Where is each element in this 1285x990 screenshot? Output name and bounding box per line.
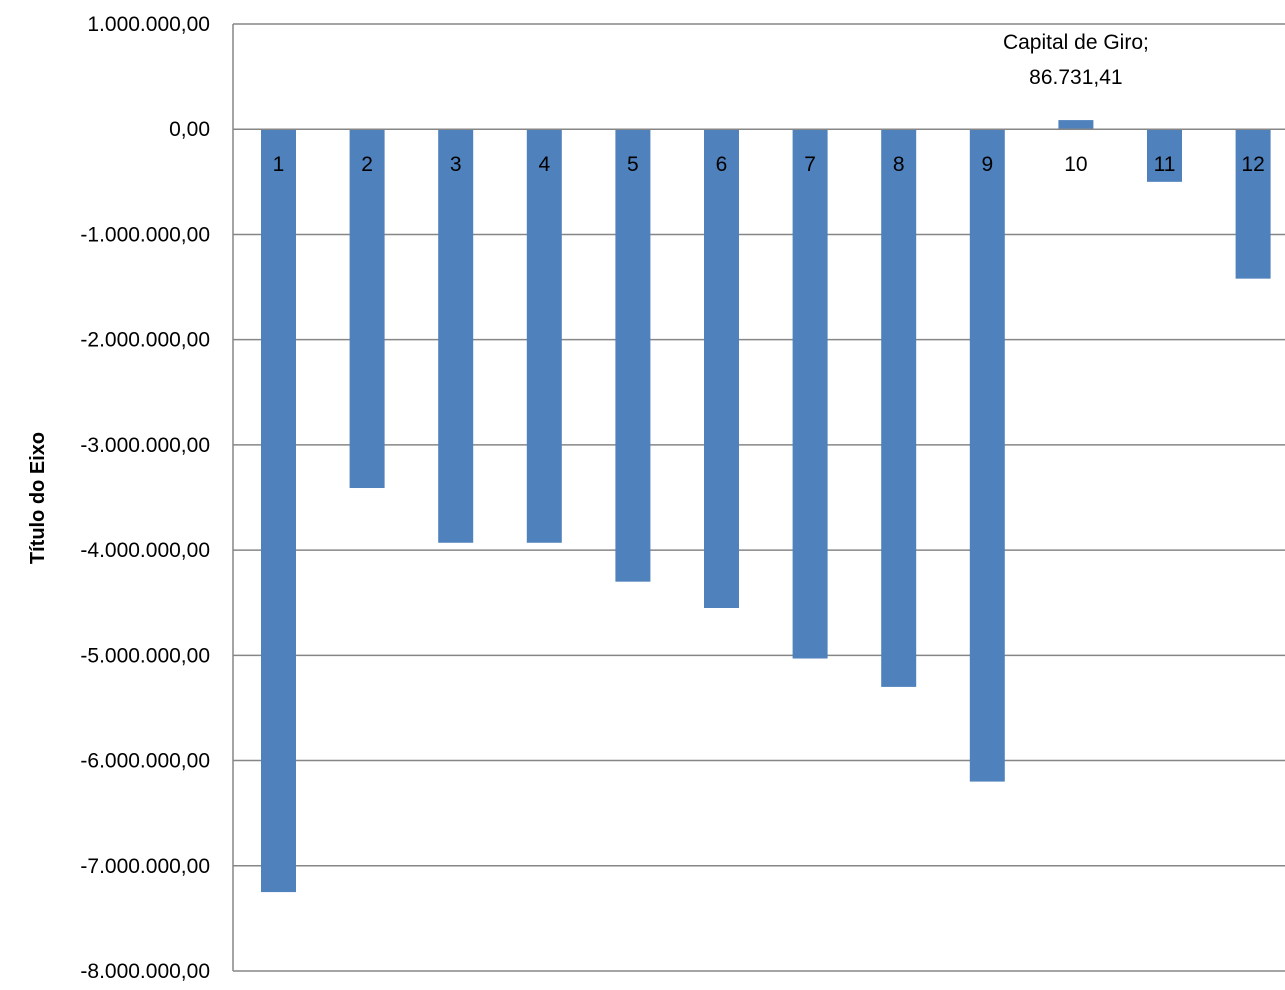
data-labels: Capital de Giro; 86.731,41 [1003, 31, 1149, 89]
bar [704, 129, 739, 608]
category-label: 6 [716, 153, 728, 176]
category-label: 4 [538, 153, 550, 176]
data-label: Capital de Giro; [1003, 31, 1149, 54]
category-label: 3 [450, 153, 462, 176]
bar [792, 129, 828, 659]
y-tick-label: -5.000.000,00 [80, 644, 210, 667]
y-tick-label: -7.000.000,00 [80, 855, 210, 878]
y-tick-label: 0,00 [169, 118, 210, 141]
y-tick-label: -8.000.000,00 [80, 960, 210, 983]
category-labels: 1 2 3 4 5 6 7 8 9 10 11 12 [273, 153, 1265, 176]
category-label: 7 [804, 153, 816, 176]
category-label: 5 [627, 153, 639, 176]
bar [1147, 129, 1182, 182]
bar [881, 129, 917, 687]
category-label: 9 [981, 153, 993, 176]
bar [349, 129, 385, 489]
y-tick-label: -6.000.000,00 [80, 750, 210, 773]
y-tick-label: -4.000.000,00 [80, 539, 210, 562]
category-label: 11 [1154, 153, 1176, 176]
bar [526, 129, 562, 543]
category-label: 8 [893, 153, 905, 176]
category-label: 1 [273, 153, 285, 176]
bars [261, 120, 1271, 893]
bar [1235, 129, 1271, 279]
category-label: 10 [1064, 153, 1087, 176]
y-tick-label: -2.000.000,00 [80, 329, 210, 352]
bar [1058, 120, 1094, 130]
bar [438, 129, 474, 543]
bar [615, 129, 651, 582]
y-tick-label: 1.000.000,00 [87, 13, 210, 36]
gridlines [233, 23, 1285, 972]
axes [232, 24, 1285, 971]
category-label: 2 [361, 153, 373, 176]
bar [969, 129, 1005, 782]
y-axis-title: Título do Eixo [27, 432, 49, 564]
data-label: 86.731,41 [1029, 66, 1122, 89]
y-tick-label: -3.000.000,00 [80, 434, 210, 457]
category-label: 12 [1241, 153, 1264, 176]
y-tick-labels: 1.000.000,00 0,00 -1.000.000,00 -2.000.000,… [80, 13, 210, 983]
bar [261, 129, 296, 893]
y-tick-label: -1.000.000,00 [80, 223, 210, 246]
